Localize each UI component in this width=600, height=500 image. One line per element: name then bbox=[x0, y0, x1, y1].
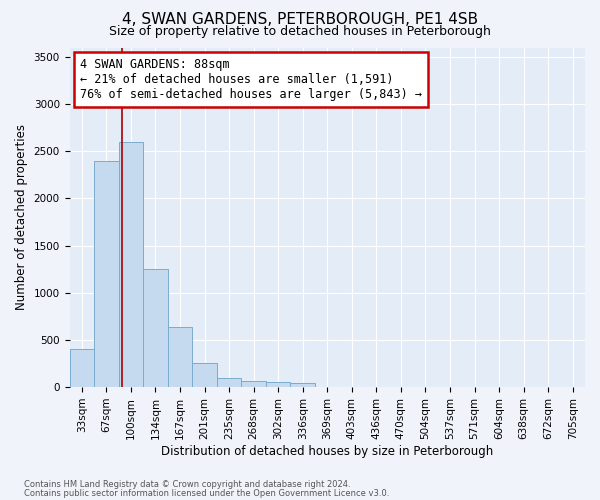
Text: Contains HM Land Registry data © Crown copyright and database right 2024.: Contains HM Land Registry data © Crown c… bbox=[24, 480, 350, 489]
Bar bbox=[241, 382, 266, 387]
Text: Contains public sector information licensed under the Open Government Licence v3: Contains public sector information licen… bbox=[24, 488, 389, 498]
Bar bbox=[168, 326, 192, 387]
Bar bbox=[119, 142, 143, 387]
Bar bbox=[94, 160, 119, 387]
Bar bbox=[266, 382, 290, 387]
Bar bbox=[143, 269, 168, 387]
Bar bbox=[290, 384, 315, 387]
Text: 4, SWAN GARDENS, PETERBOROUGH, PE1 4SB: 4, SWAN GARDENS, PETERBOROUGH, PE1 4SB bbox=[122, 12, 478, 28]
Bar bbox=[70, 350, 94, 387]
Bar bbox=[217, 378, 241, 387]
Text: 4 SWAN GARDENS: 88sqm
← 21% of detached houses are smaller (1,591)
76% of semi-d: 4 SWAN GARDENS: 88sqm ← 21% of detached … bbox=[80, 58, 422, 100]
X-axis label: Distribution of detached houses by size in Peterborough: Distribution of detached houses by size … bbox=[161, 444, 493, 458]
Text: Size of property relative to detached houses in Peterborough: Size of property relative to detached ho… bbox=[109, 25, 491, 38]
Bar bbox=[192, 362, 217, 387]
Y-axis label: Number of detached properties: Number of detached properties bbox=[15, 124, 28, 310]
